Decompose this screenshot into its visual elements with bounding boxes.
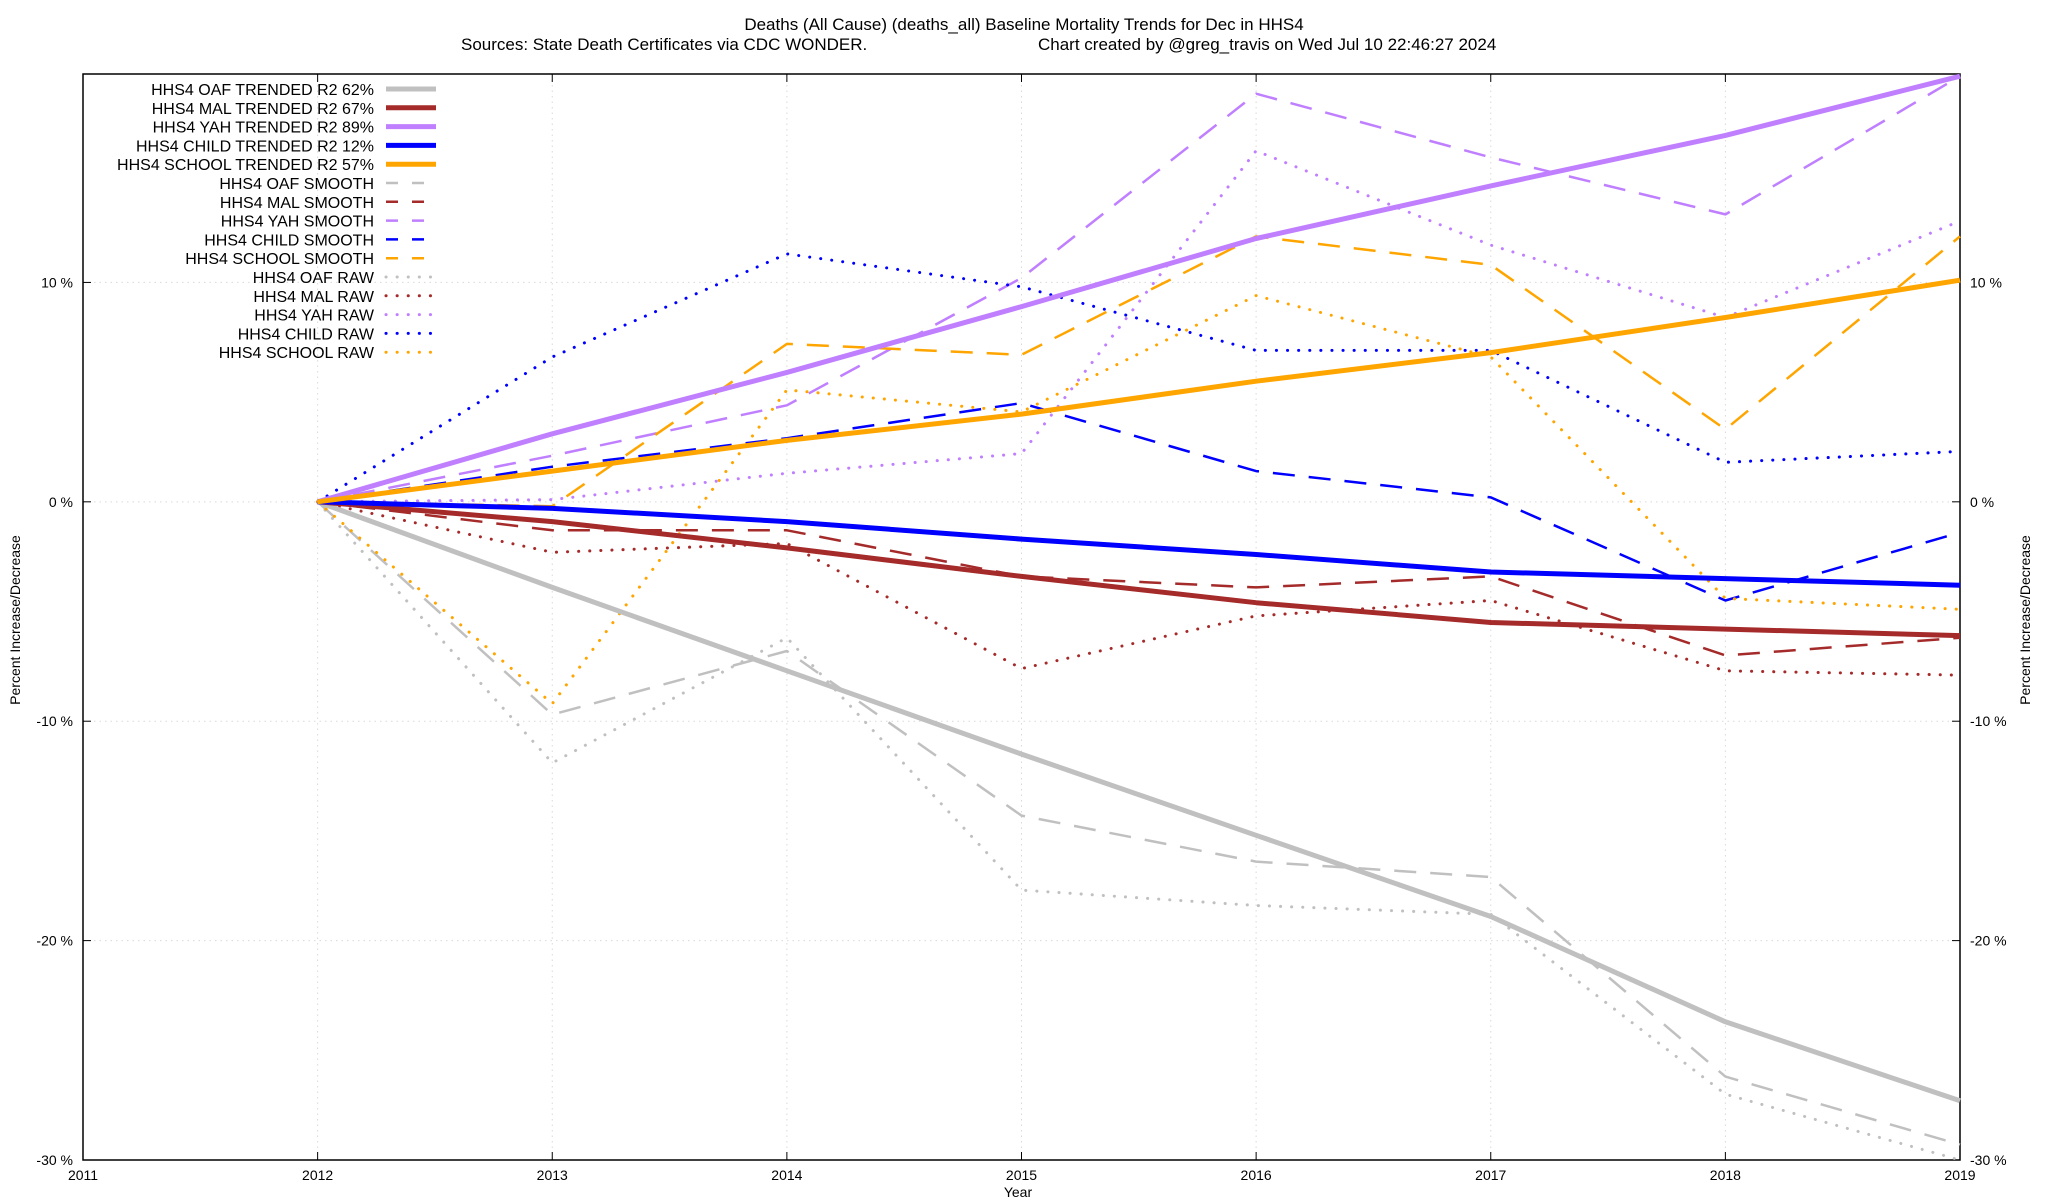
series-lines [316, 73, 1962, 1162]
series-line-hhs4-mal-smooth [317, 500, 1961, 657]
series-line-hhs4-child-smooth [317, 401, 1961, 602]
chart-subtitle-source: Sources: State Death Certificates via CD… [461, 35, 867, 54]
y2-tick-label: 10 % [1970, 274, 2002, 290]
chart-title: Deaths (All Cause) (deaths_all) Baseline… [744, 15, 1303, 34]
series-line-hhs4-yah-trended-r2-89 [316, 73, 1961, 505]
x-tick-label: 2014 [771, 1167, 802, 1183]
legend-label-hhs4-mal-trended-r2-67: HHS4 MAL TRENDED R2 67% [152, 101, 374, 118]
y-axis-label: Percent Increase/Decrease [7, 535, 23, 705]
y-tick-label: 10 % [41, 274, 73, 290]
y-tick-label: -10 % [36, 713, 73, 729]
x-tick-label: 2019 [1944, 1167, 1975, 1183]
series-line-hhs4-oaf-trended-r2-62 [316, 499, 1961, 1104]
legend-label-hhs4-school-smooth: HHS4 SCHOOL SMOOTH [185, 251, 374, 268]
x-tick-label: 2016 [1241, 1167, 1272, 1183]
legend-label-hhs4-yah-trended-r2-89: HHS4 YAH TRENDED R2 89% [153, 120, 374, 137]
series-line-hhs4-mal-raw [316, 500, 1962, 677]
y-tick-label: 0 % [49, 494, 73, 510]
legend-label-hhs4-school-trended-r2-57: HHS4 SCHOOL TRENDED R2 57% [117, 157, 374, 174]
x-tick-label: 2012 [302, 1167, 333, 1183]
y-tick-label: -30 % [36, 1152, 73, 1168]
x-tick-label: 2018 [1710, 1167, 1741, 1183]
legend-label-hhs4-oaf-raw: HHS4 OAF RAW [253, 270, 375, 287]
series-line-hhs4-yah-raw [316, 149, 1962, 504]
legend-label-hhs4-oaf-trended-r2-62: HHS4 OAF TRENDED R2 62% [151, 82, 374, 99]
series-line-hhs4-mal-trended-r2-67 [317, 499, 1961, 639]
y-tick-label: -20 % [36, 933, 73, 949]
series-line-hhs4-child-trended-r2-12 [317, 499, 1961, 588]
legend-label-hhs4-child-raw: HHS4 CHILD RAW [238, 326, 375, 343]
y2-tick-label: -10 % [1970, 713, 2007, 729]
series-line-hhs4-school-raw [316, 294, 1962, 706]
legend-label-hhs4-child-trended-r2-12: HHS4 CHILD TRENDED R2 12% [136, 138, 374, 155]
legend-label-hhs4-mal-smooth: HHS4 MAL SMOOTH [220, 195, 374, 212]
legend: HHS4 OAF TRENDED R2 62% HHS4 MAL TRENDED … [117, 82, 438, 362]
y2-tick-label: 0 % [1970, 494, 1994, 510]
legend-label-hhs4-yah-smooth: HHS4 YAH SMOOTH [221, 214, 374, 231]
x-tick-label: 2011 [68, 1167, 98, 1183]
y2-tick-label: -30 % [1970, 1152, 2007, 1168]
x-tick-label: 2017 [1475, 1167, 1506, 1183]
legend-label-hhs4-mal-raw: HHS4 MAL RAW [253, 289, 375, 306]
x-axis-label: Year [1004, 1184, 1033, 1200]
y2-tick-label: -20 % [1970, 933, 2007, 949]
axis-ticks: 2011 2012 2013 2014 2015 2016 2017 2018 2019 10 %… [36, 74, 2007, 1183]
series-line-hhs4-school-trended-r2-57 [317, 277, 1961, 505]
legend-label-hhs4-child-smooth: HHS4 CHILD SMOOTH [204, 232, 374, 249]
legend-label-hhs4-yah-raw: HHS4 YAH RAW [254, 308, 375, 325]
x-tick-label: 2013 [537, 1167, 568, 1183]
series-line-hhs4-school-smooth [317, 235, 1961, 508]
chart-subtitle-credit: Chart created by @greg_travis on Wed Jul… [1038, 35, 1496, 54]
y2-axis-label: Percent Increase/Decrease [2017, 535, 2033, 705]
legend-label-hhs4-school-raw: HHS4 SCHOOL RAW [219, 345, 375, 362]
legend-label-hhs4-oaf-smooth: HHS4 OAF SMOOTH [219, 176, 374, 193]
x-tick-label: 2015 [1006, 1167, 1037, 1183]
series-line-hhs4-yah-smooth [317, 75, 1961, 504]
